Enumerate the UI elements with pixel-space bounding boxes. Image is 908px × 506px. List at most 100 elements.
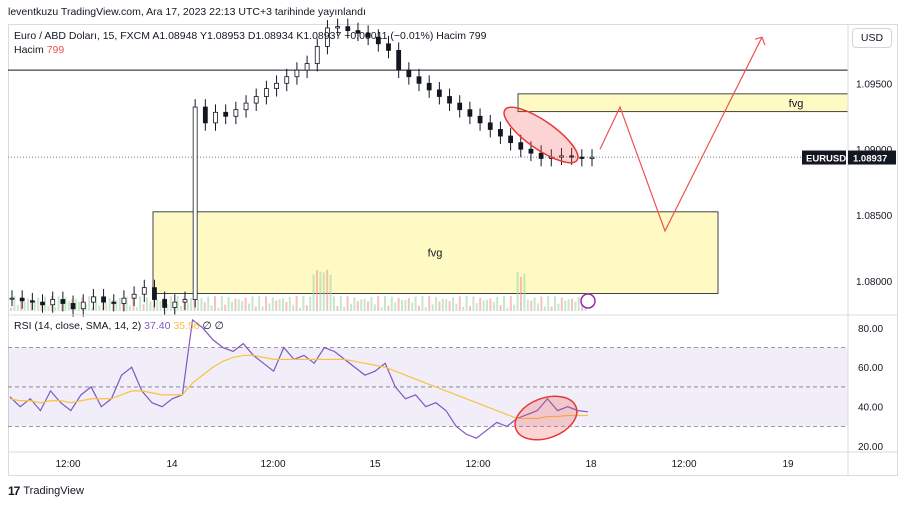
volume-bar xyxy=(302,296,305,311)
volume-bar xyxy=(353,297,356,311)
volume-bar xyxy=(360,299,363,311)
volume-bar xyxy=(16,304,19,311)
volume-legend: Hacim 799 xyxy=(14,44,64,56)
candle-body xyxy=(274,82,279,89)
time-tick-label: 18 xyxy=(585,459,597,470)
volume-bar xyxy=(47,306,50,311)
rsi-label: RSI (14, close, SMA, 14, 2) xyxy=(14,320,142,332)
volume-bar xyxy=(458,296,461,311)
candle-body xyxy=(152,287,157,300)
volume-bar xyxy=(27,298,29,311)
volume-bar xyxy=(401,300,403,311)
volume-bar xyxy=(67,300,70,311)
volume-bar xyxy=(125,296,128,311)
candle-body xyxy=(416,76,422,84)
volume-bar xyxy=(217,307,220,311)
volume-bar xyxy=(530,300,533,311)
volume-bar xyxy=(441,298,444,311)
volume-bar xyxy=(220,296,223,311)
volume-bar xyxy=(88,296,91,311)
time-tick-label: 19 xyxy=(782,459,794,470)
projection-arrow-head xyxy=(754,36,766,46)
volume-bar xyxy=(115,300,118,311)
volume-bar xyxy=(346,296,349,311)
volume-bar xyxy=(384,296,386,311)
volume-bar xyxy=(101,296,104,311)
candle-body xyxy=(386,43,391,51)
chart-frame xyxy=(8,24,898,476)
publish-caption: leventkuzu TradingView.com, Ara 17, 2023… xyxy=(8,6,366,18)
volume-bar xyxy=(254,306,257,311)
candle-body xyxy=(121,297,127,304)
volume-bar xyxy=(571,298,573,311)
volume-bar xyxy=(282,298,284,311)
volume-bar xyxy=(350,303,352,311)
candle-body xyxy=(9,297,15,300)
volume-bar xyxy=(309,296,312,311)
volume-bar xyxy=(135,307,138,311)
last-price-value: 1.08937 xyxy=(853,154,887,165)
volume-bar xyxy=(367,301,369,311)
candle-body xyxy=(304,63,310,71)
volume-bar xyxy=(132,296,135,311)
footer-brand[interactable]: 17 TradingView xyxy=(8,484,84,498)
volume-bar xyxy=(207,296,210,311)
candle-body xyxy=(243,102,249,111)
volume-bar xyxy=(258,296,261,311)
volume-bar xyxy=(180,305,182,311)
candle-body xyxy=(477,115,483,124)
time-tick-label: 14 xyxy=(166,459,178,470)
fvg-label: fvg xyxy=(789,98,804,110)
volume-bar xyxy=(142,304,145,311)
highlight-ellipse-rsi xyxy=(514,395,578,441)
volume-bar xyxy=(424,307,427,311)
time-tick-label: 12:00 xyxy=(465,459,490,470)
volume-bar xyxy=(499,305,502,311)
volume-bar xyxy=(105,302,108,311)
highlight-ellipse-price xyxy=(503,106,579,164)
volume-bar xyxy=(520,276,522,311)
volume-bar xyxy=(326,269,329,311)
volume-bar xyxy=(231,301,233,311)
volume-bar xyxy=(10,308,12,311)
candle-body xyxy=(29,300,35,303)
candle-body xyxy=(182,299,188,303)
volume-bar xyxy=(312,274,315,311)
currency-button[interactable]: USD xyxy=(852,28,892,48)
candle-body xyxy=(345,26,351,31)
rsi-tick-label: 60.00 xyxy=(858,363,883,374)
tradingview-logo-icon: 17 xyxy=(8,484,20,498)
volume-bar xyxy=(146,297,148,311)
candle-body xyxy=(406,69,412,78)
volume-bar xyxy=(200,298,203,311)
volume-bar xyxy=(193,300,196,311)
volume-bar xyxy=(33,300,36,311)
volume-bar xyxy=(492,302,495,311)
volume-bar xyxy=(305,305,308,311)
volume-bar xyxy=(183,296,186,311)
volume-bar xyxy=(486,299,488,311)
volume-bar xyxy=(550,306,553,311)
candle-body xyxy=(172,301,178,308)
candle-body xyxy=(335,26,341,29)
volume-bar xyxy=(13,296,16,311)
candle-body xyxy=(294,69,300,78)
last-price-value-box xyxy=(848,150,896,165)
rsi-tick-label: 80.00 xyxy=(858,324,883,335)
volume-bar xyxy=(435,297,437,311)
volume-bar xyxy=(122,302,125,311)
price-tick-label: 1.08500 xyxy=(856,211,893,222)
candle-body xyxy=(111,301,117,304)
candle-body xyxy=(162,299,168,308)
volume-bar xyxy=(523,273,526,311)
volume-bar xyxy=(176,296,179,311)
volume-bar xyxy=(397,298,400,311)
candle-body xyxy=(80,301,86,310)
volume-bar xyxy=(560,297,563,311)
volume-bar xyxy=(129,305,131,311)
rsi-sma-value: 35.56 xyxy=(173,320,200,332)
volume-bar xyxy=(95,296,97,311)
candle-body xyxy=(70,303,76,310)
candle-body xyxy=(223,111,229,117)
